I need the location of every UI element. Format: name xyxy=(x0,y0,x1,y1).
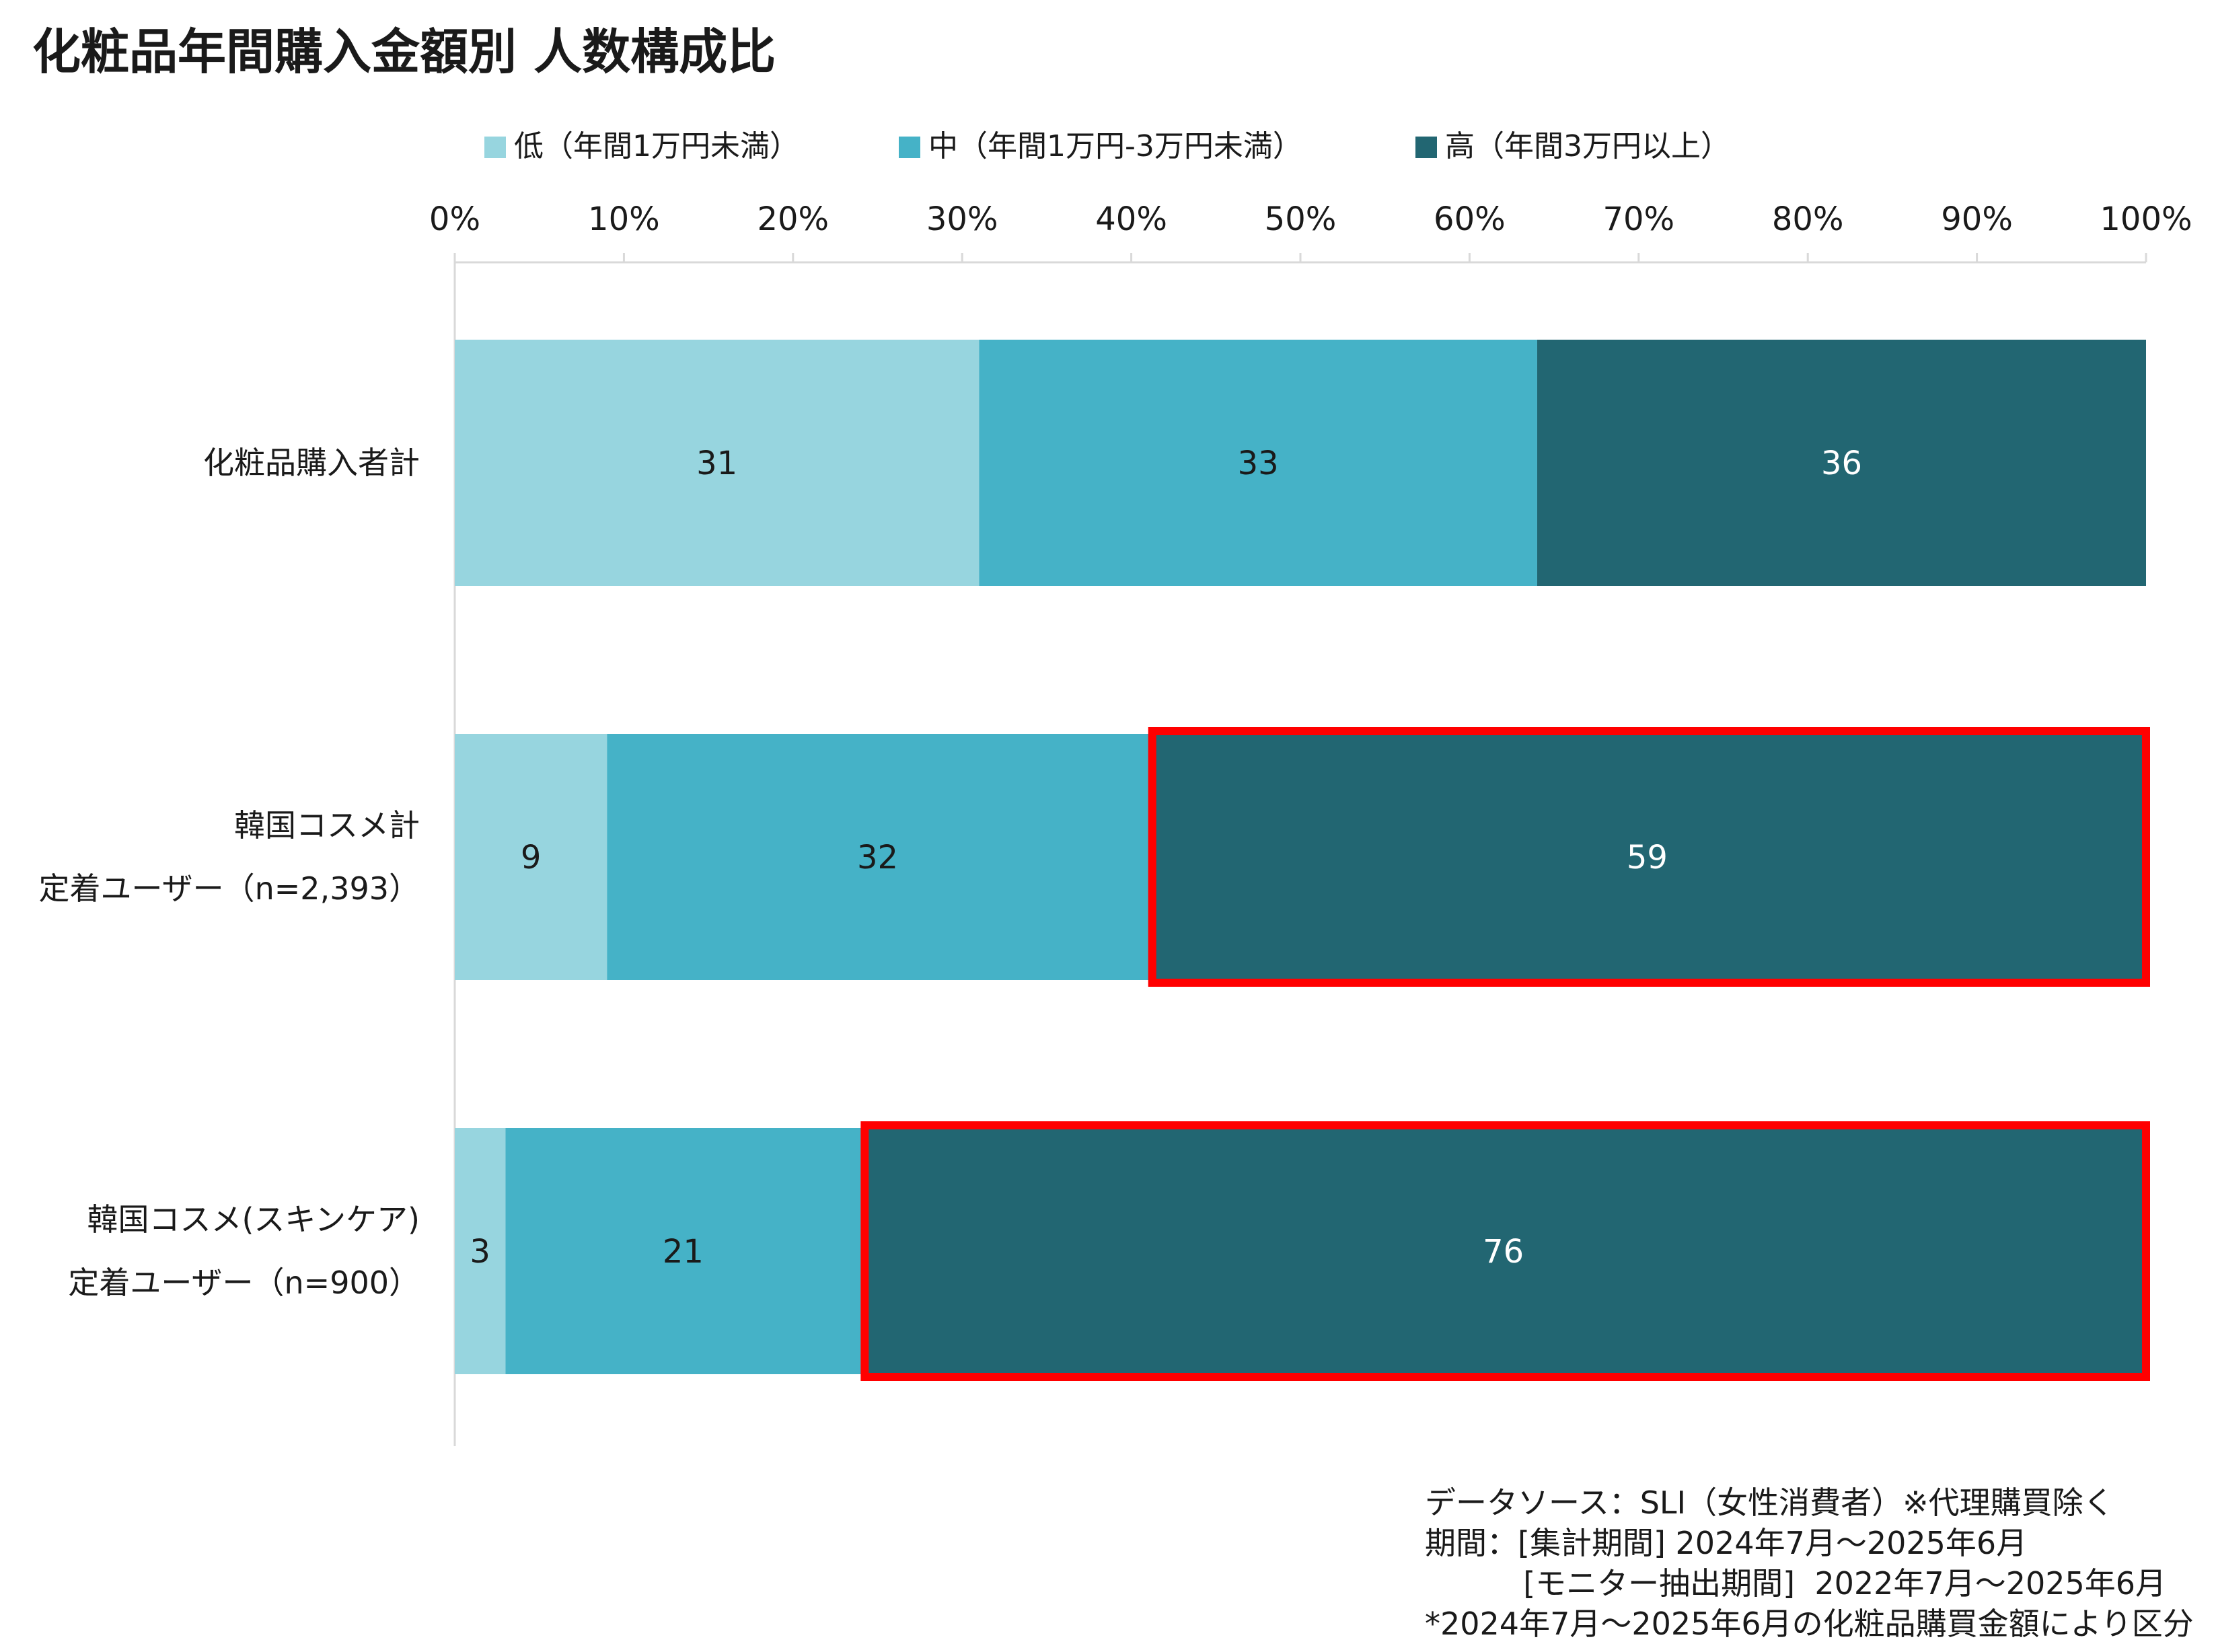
category-label: 韓国コスメ計 xyxy=(234,807,420,843)
x-tick-label: 70% xyxy=(1602,200,1674,238)
legend-swatch-0 xyxy=(484,137,506,158)
data-label: 31 xyxy=(696,445,737,482)
data-label: 33 xyxy=(1238,445,1279,482)
category-label: 定着ユーザー（n=2,393） xyxy=(39,870,420,907)
data-label: 59 xyxy=(1627,839,1668,876)
bar-segment xyxy=(1148,734,2146,980)
data-label: 9 xyxy=(521,839,542,876)
data-label: 76 xyxy=(1483,1233,1524,1271)
x-tick-label: 90% xyxy=(1941,200,2013,238)
legend-swatch-1 xyxy=(899,137,920,158)
data-label: 32 xyxy=(857,839,898,876)
x-tick-label: 50% xyxy=(1265,200,1337,238)
period-line: 期間：[集計期間] 2024年7月～2025年6月 xyxy=(1425,1525,2028,1561)
source-note: データソース：SLI（女性消費者）※代理購買除く 期間：[集計期間] 2024年… xyxy=(1425,1482,2194,1644)
legend-label-1: 中（年間1万円-3万円未満） xyxy=(928,129,1302,163)
category-label: 化粧品購入者計 xyxy=(203,445,420,481)
highlight-box xyxy=(1148,727,2150,987)
legend-label-0: 低（年間1万円未満） xyxy=(514,129,799,163)
data-label: 3 xyxy=(470,1233,490,1271)
x-tick-label: 0% xyxy=(429,200,480,238)
x-tick-label: 100% xyxy=(2100,200,2192,238)
data-label: 36 xyxy=(1821,445,1862,482)
category-label: 定着ユーザー（n=900） xyxy=(68,1265,420,1301)
stacked-bar-chart: 低（年間1万円未満） 中（年間1万円-3万円未満） 高（年間3万円以上） 0% 10%… xyxy=(39,129,2192,1446)
bar-segment xyxy=(979,340,1537,586)
x-tick-label: 80% xyxy=(1772,200,1844,238)
bar-segment xyxy=(607,734,1148,980)
legend: 低（年間1万円未満） 中（年間1万円-3万円未満） 高（年間3万円以上） xyxy=(484,129,1730,163)
bar-segment xyxy=(455,340,980,586)
x-tick-label: 30% xyxy=(926,200,998,238)
bar-segment xyxy=(1537,340,2146,586)
x-axis: 0% 10% 20% 30% 40% 50% 60% 70% 80% 90% 100% xyxy=(429,200,2192,1446)
legend-swatch-2 xyxy=(1415,137,1437,158)
category-label: 韓国コスメ(スキンケア) xyxy=(87,1201,420,1238)
bar-segment xyxy=(860,1128,2146,1374)
x-tick-label: 20% xyxy=(757,200,829,238)
data-label: 21 xyxy=(663,1233,704,1271)
x-tick-label: 60% xyxy=(1434,200,1506,238)
x-tick-label: 10% xyxy=(588,200,660,238)
bar-segment xyxy=(455,734,607,980)
bar-segment xyxy=(505,1128,861,1374)
footnote-line: *2024年7月～2025年6月の化粧品購買金額により区分 xyxy=(1425,1606,2194,1642)
highlight-box xyxy=(860,1121,2150,1381)
legend-label-2: 高（年間3万円以上） xyxy=(1445,129,1730,163)
source-line: データソース：SLI（女性消費者）※代理購買除く xyxy=(1425,1485,2114,1521)
bar-segment xyxy=(455,1128,506,1374)
x-tick-label: 40% xyxy=(1095,200,1167,238)
chart-title: 化粧品年間購入金額別 人数構成比 xyxy=(32,24,776,80)
monitor-period-line: [モニター抽出期間] 2022年7月～2025年6月 xyxy=(1425,1565,2167,1602)
plot-area: 31 33 36 9 32 59 3 21 76 xyxy=(455,340,2150,1381)
